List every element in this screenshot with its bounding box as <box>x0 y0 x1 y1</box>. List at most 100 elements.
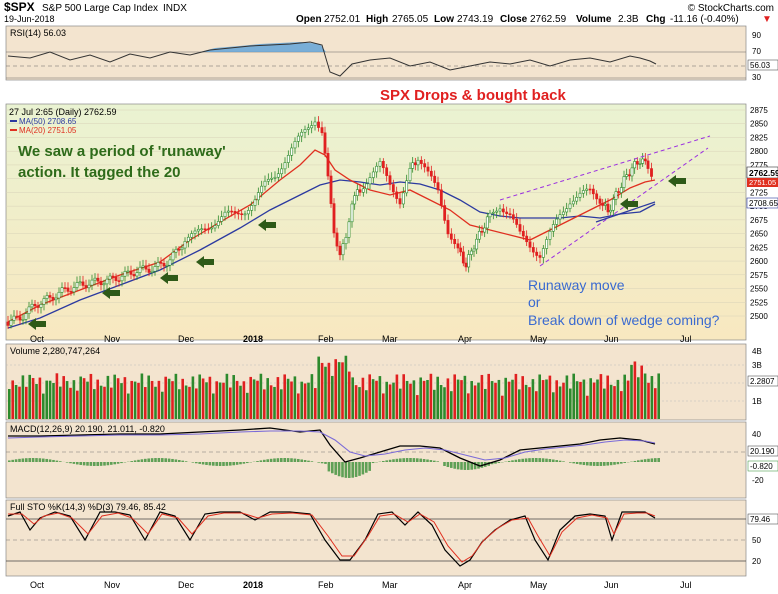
volume-bar <box>239 385 242 419</box>
macd-hist-bar <box>256 461 259 462</box>
candle-body <box>614 191 618 200</box>
macd-hist-bar <box>45 458 48 462</box>
macd-hist-text: -0.820 <box>750 462 773 471</box>
macd-hist-bar <box>399 458 402 462</box>
macd-hist-bar <box>538 458 541 462</box>
candle-body <box>603 203 607 206</box>
candle-body <box>216 221 220 226</box>
macd-hist-bar <box>433 460 436 462</box>
x-label: Jul <box>680 334 692 344</box>
macd-signal-line <box>7 430 656 461</box>
volume-bar <box>650 376 654 419</box>
macd-hist-bar <box>494 462 497 464</box>
volume-bar <box>382 393 385 419</box>
candle-body <box>286 155 290 163</box>
low-label: Low <box>434 14 454 24</box>
volume-bar <box>494 382 497 419</box>
macd-hist-bar <box>96 462 99 466</box>
candle-body <box>436 182 440 191</box>
rsi-overbought-fill <box>200 42 326 52</box>
volume-bar <box>429 373 433 419</box>
macd-hist-bar <box>48 459 52 462</box>
macd-hist-bar <box>130 461 133 462</box>
candle-body <box>378 161 382 167</box>
volume-bar <box>565 375 569 419</box>
macd-hist-bar <box>140 459 144 462</box>
candle-body <box>488 212 492 218</box>
candle-body <box>84 285 88 289</box>
macd-hist-bar <box>150 458 154 462</box>
volume-bar <box>419 377 422 419</box>
macd-hist-bar <box>545 458 548 462</box>
volume-tick-3b: 3B <box>752 361 762 370</box>
sto-d-line <box>8 512 656 563</box>
macd-hist-bar <box>616 462 620 465</box>
volume-bar <box>72 380 76 419</box>
volume-bar <box>161 391 164 419</box>
candle-body <box>33 303 37 307</box>
candle-body <box>156 262 160 267</box>
annotation-wedge-2: or <box>528 294 541 310</box>
volume-bar <box>297 393 300 419</box>
volume-bar <box>25 386 28 419</box>
volume-bar <box>654 388 657 419</box>
candle-body <box>243 213 247 216</box>
volume-bar <box>535 391 538 419</box>
candle-body <box>609 209 613 213</box>
volume-bar <box>76 390 79 419</box>
macd-hist-bar <box>606 462 609 466</box>
x-label: May <box>530 334 548 344</box>
candle-body <box>350 203 354 223</box>
candle-body <box>433 175 437 183</box>
candle-body <box>276 173 280 178</box>
candle-body <box>353 195 357 205</box>
macd-hist-bar <box>368 462 371 471</box>
x-label: 2018 <box>243 580 263 590</box>
volume-bar <box>286 378 290 419</box>
rsi-tick-90: 90 <box>752 31 761 40</box>
rsi-line <box>7 41 657 77</box>
candle-body <box>96 277 100 282</box>
macd-hist-bar <box>59 461 62 462</box>
ma50-tag-text: 2708.65 <box>749 199 778 208</box>
sto-panel <box>5 499 747 577</box>
candle-body <box>477 230 481 240</box>
candle-body <box>480 230 484 233</box>
volume-bar <box>422 380 426 419</box>
candle-body <box>355 189 359 196</box>
candle-body <box>464 262 468 268</box>
volume-bar <box>514 373 518 419</box>
volume-bar <box>484 388 487 419</box>
volume-bar <box>327 362 331 419</box>
volume-bar <box>334 359 337 419</box>
macd-hist-bar <box>297 458 300 462</box>
candle-body <box>625 174 629 177</box>
candle-body <box>246 210 250 215</box>
macd-hist-bar <box>263 459 266 462</box>
candle-body <box>48 295 52 298</box>
macd-hist-bar <box>290 458 293 462</box>
candle-body <box>416 159 420 166</box>
macd-hist-bar <box>592 462 596 466</box>
macd-value-text: 20.190 <box>750 447 775 456</box>
volume-bar <box>511 379 514 419</box>
price-y-tick: 2550 <box>750 285 768 294</box>
candle-body <box>630 167 634 177</box>
macd-hist-bar <box>198 462 201 464</box>
macd-hist-bar <box>259 460 263 462</box>
macd-hist-bar <box>276 458 280 462</box>
volume-bar <box>133 381 137 419</box>
volume-bar <box>409 383 412 419</box>
volume-bar <box>303 383 307 419</box>
candle-body <box>120 275 124 282</box>
candle-body <box>498 208 502 212</box>
sto-value-tag <box>747 513 778 525</box>
candle-body <box>51 296 55 301</box>
index-name: S&P 500 Large Cap Index <box>42 3 158 14</box>
candle-body <box>365 183 369 190</box>
volume-bar <box>18 386 21 419</box>
macd-hist-bar <box>232 462 235 466</box>
macd-hist-bar <box>191 462 195 463</box>
macd-hist-bar <box>575 462 579 464</box>
